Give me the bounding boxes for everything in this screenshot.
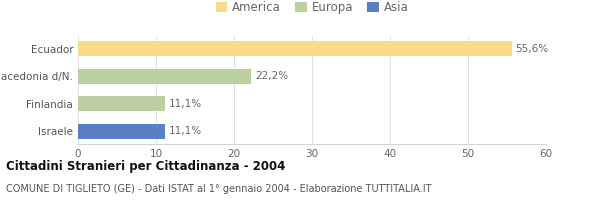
Text: Cittadini Stranieri per Cittadinanza - 2004: Cittadini Stranieri per Cittadinanza - 2… bbox=[6, 160, 286, 173]
Text: 11,1%: 11,1% bbox=[169, 99, 202, 109]
Bar bbox=[78, 69, 251, 84]
Bar bbox=[78, 96, 164, 111]
Bar bbox=[78, 124, 164, 139]
Text: 11,1%: 11,1% bbox=[169, 126, 202, 136]
Text: 22,2%: 22,2% bbox=[255, 71, 288, 81]
Text: 55,6%: 55,6% bbox=[515, 44, 549, 54]
Bar bbox=[78, 41, 512, 56]
Legend: America, Europa, Asia: America, Europa, Asia bbox=[215, 1, 409, 14]
Text: COMUNE DI TIGLIETO (GE) - Dati ISTAT al 1° gennaio 2004 - Elaborazione TUTTITALI: COMUNE DI TIGLIETO (GE) - Dati ISTAT al … bbox=[6, 184, 431, 194]
